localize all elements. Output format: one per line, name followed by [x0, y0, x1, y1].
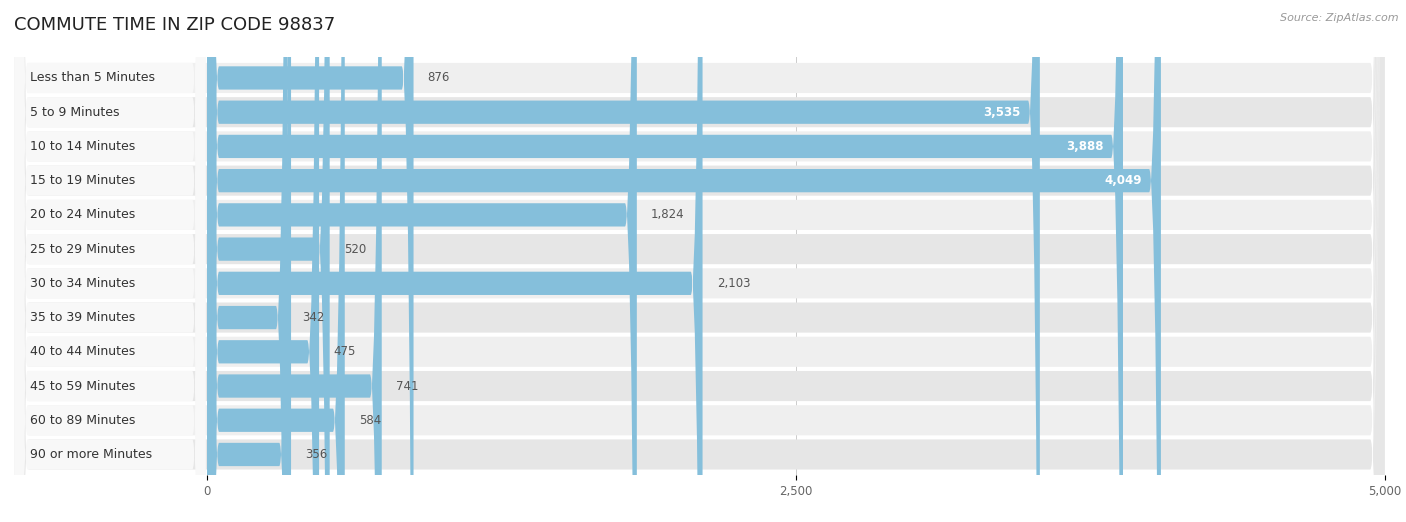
FancyBboxPatch shape [14, 0, 1385, 522]
Text: 10 to 14 Minutes: 10 to 14 Minutes [30, 140, 135, 153]
FancyBboxPatch shape [14, 0, 205, 522]
FancyBboxPatch shape [207, 0, 1040, 522]
FancyBboxPatch shape [207, 0, 319, 522]
FancyBboxPatch shape [14, 0, 1385, 522]
FancyBboxPatch shape [14, 0, 1385, 522]
Text: 584: 584 [359, 414, 381, 427]
Text: 356: 356 [305, 448, 328, 461]
FancyBboxPatch shape [207, 0, 329, 522]
FancyBboxPatch shape [14, 0, 205, 522]
FancyBboxPatch shape [207, 0, 413, 522]
FancyBboxPatch shape [207, 0, 637, 522]
Text: Less than 5 Minutes: Less than 5 Minutes [30, 72, 155, 85]
FancyBboxPatch shape [14, 0, 1385, 522]
Text: 90 or more Minutes: 90 or more Minutes [30, 448, 152, 461]
FancyBboxPatch shape [207, 0, 291, 522]
FancyBboxPatch shape [14, 0, 1385, 522]
Text: 45 to 59 Minutes: 45 to 59 Minutes [30, 379, 135, 393]
FancyBboxPatch shape [14, 0, 205, 522]
FancyBboxPatch shape [14, 0, 1385, 522]
FancyBboxPatch shape [14, 0, 205, 522]
Text: 60 to 89 Minutes: 60 to 89 Minutes [30, 414, 135, 427]
FancyBboxPatch shape [14, 0, 1385, 522]
FancyBboxPatch shape [14, 0, 205, 522]
Text: 876: 876 [427, 72, 450, 85]
Text: 741: 741 [396, 379, 419, 393]
Text: 15 to 19 Minutes: 15 to 19 Minutes [30, 174, 135, 187]
FancyBboxPatch shape [207, 0, 344, 522]
Text: 520: 520 [344, 243, 366, 256]
FancyBboxPatch shape [14, 0, 205, 522]
FancyBboxPatch shape [207, 0, 382, 522]
FancyBboxPatch shape [14, 0, 205, 522]
FancyBboxPatch shape [14, 0, 1385, 522]
FancyBboxPatch shape [14, 0, 1385, 522]
Text: 35 to 39 Minutes: 35 to 39 Minutes [30, 311, 135, 324]
Text: 30 to 34 Minutes: 30 to 34 Minutes [30, 277, 135, 290]
Text: 475: 475 [333, 345, 356, 358]
FancyBboxPatch shape [207, 0, 288, 522]
FancyBboxPatch shape [14, 0, 1385, 522]
FancyBboxPatch shape [14, 0, 205, 522]
Text: 342: 342 [302, 311, 325, 324]
Text: 25 to 29 Minutes: 25 to 29 Minutes [30, 243, 135, 256]
Text: 3,888: 3,888 [1067, 140, 1104, 153]
Text: Source: ZipAtlas.com: Source: ZipAtlas.com [1281, 13, 1399, 23]
Text: COMMUTE TIME IN ZIP CODE 98837: COMMUTE TIME IN ZIP CODE 98837 [14, 16, 335, 33]
FancyBboxPatch shape [14, 0, 205, 522]
Text: 3,535: 3,535 [984, 105, 1021, 118]
FancyBboxPatch shape [207, 0, 703, 522]
FancyBboxPatch shape [207, 0, 1123, 522]
FancyBboxPatch shape [14, 0, 1385, 522]
FancyBboxPatch shape [14, 0, 205, 522]
Text: 2,103: 2,103 [717, 277, 751, 290]
Text: 1,824: 1,824 [651, 208, 685, 221]
FancyBboxPatch shape [14, 0, 1385, 522]
Text: 40 to 44 Minutes: 40 to 44 Minutes [30, 345, 135, 358]
Text: 4,049: 4,049 [1105, 174, 1142, 187]
FancyBboxPatch shape [207, 0, 1161, 522]
FancyBboxPatch shape [14, 0, 205, 522]
Text: 20 to 24 Minutes: 20 to 24 Minutes [30, 208, 135, 221]
Text: 5 to 9 Minutes: 5 to 9 Minutes [30, 105, 120, 118]
FancyBboxPatch shape [14, 0, 205, 522]
